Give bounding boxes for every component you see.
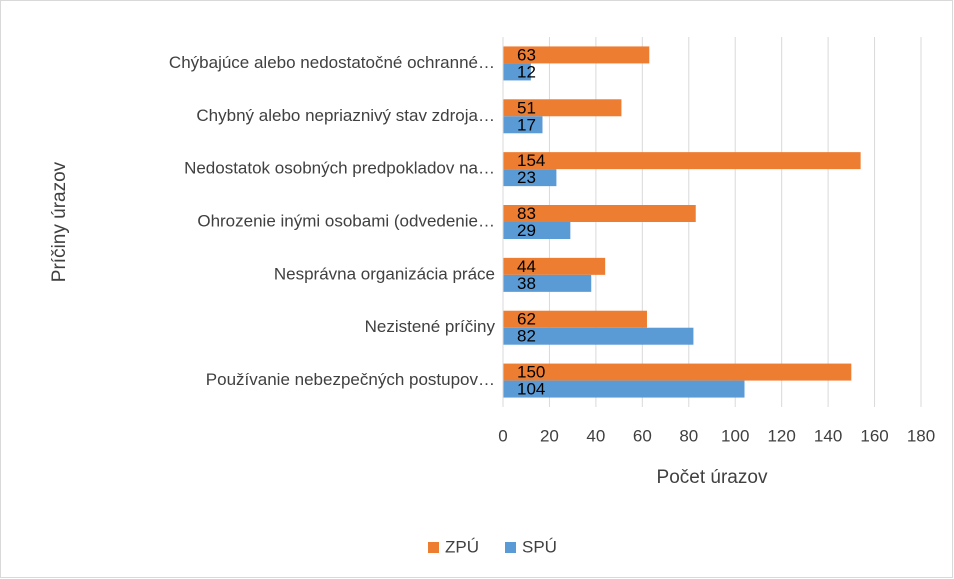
x-tick-label: 160: [860, 426, 888, 445]
bar: [503, 152, 861, 170]
y-tick-label: Ohrozenie inými osobami (odvedenie…: [197, 211, 495, 230]
data-label: 17: [517, 115, 536, 134]
data-label: 63: [517, 45, 536, 64]
y-tick-label: Používanie nebezpečných postupov…: [206, 370, 495, 389]
bar: [503, 116, 543, 134]
x-tick-label: 180: [907, 426, 935, 445]
data-label: 23: [517, 168, 536, 187]
y-tick-label: Chybný alebo nepriaznivý stav zdroja…: [196, 106, 495, 125]
data-label: 62: [517, 310, 536, 329]
bar: [503, 63, 531, 81]
data-label: 38: [517, 274, 536, 293]
x-tick-label: 40: [586, 426, 605, 445]
y-tick-label: Nedostatok osobných predpokladov na…: [184, 159, 495, 178]
legend-label: SPÚ: [522, 537, 557, 556]
data-label: 154: [517, 151, 545, 170]
x-tick-label: 140: [814, 426, 842, 445]
data-label: 82: [517, 327, 536, 346]
bar: [503, 99, 622, 117]
data-label: 12: [517, 62, 536, 81]
y-tick-label: Nesprávna organizácia práce: [274, 264, 495, 283]
data-label: 51: [517, 98, 536, 117]
x-tick-label: 80: [679, 426, 698, 445]
data-label: 83: [517, 204, 536, 223]
data-label: 44: [517, 257, 536, 276]
bar: [503, 222, 571, 239]
bar: [503, 205, 696, 222]
x-tick-label: 60: [633, 426, 652, 445]
data-label: 150: [517, 363, 545, 382]
bar: [503, 310, 647, 328]
x-axis-title: Počet úrazov: [657, 467, 768, 488]
y-tick-label: Chýbajúce alebo nedostatočné ochranné…: [169, 53, 495, 72]
bar: [503, 257, 606, 275]
y-tick-label: Nezistené príčiny: [365, 317, 496, 336]
x-tick-label: 20: [540, 426, 559, 445]
legend-label: ZPÚ: [445, 537, 479, 556]
y-axis-title: Príčiny úrazov: [49, 161, 70, 282]
legend-swatch: [428, 542, 439, 553]
x-tick-label: 0: [498, 426, 507, 445]
bar: [503, 169, 557, 187]
bar: [503, 380, 745, 398]
data-label: 29: [517, 221, 536, 240]
legend-swatch: [505, 542, 516, 553]
data-label: 104: [517, 380, 545, 399]
bar: [503, 46, 650, 64]
bar: [503, 274, 592, 292]
bar: [503, 327, 694, 345]
bar: [503, 363, 852, 381]
x-tick-label: 100: [721, 426, 749, 445]
x-tick-label: 120: [767, 426, 795, 445]
